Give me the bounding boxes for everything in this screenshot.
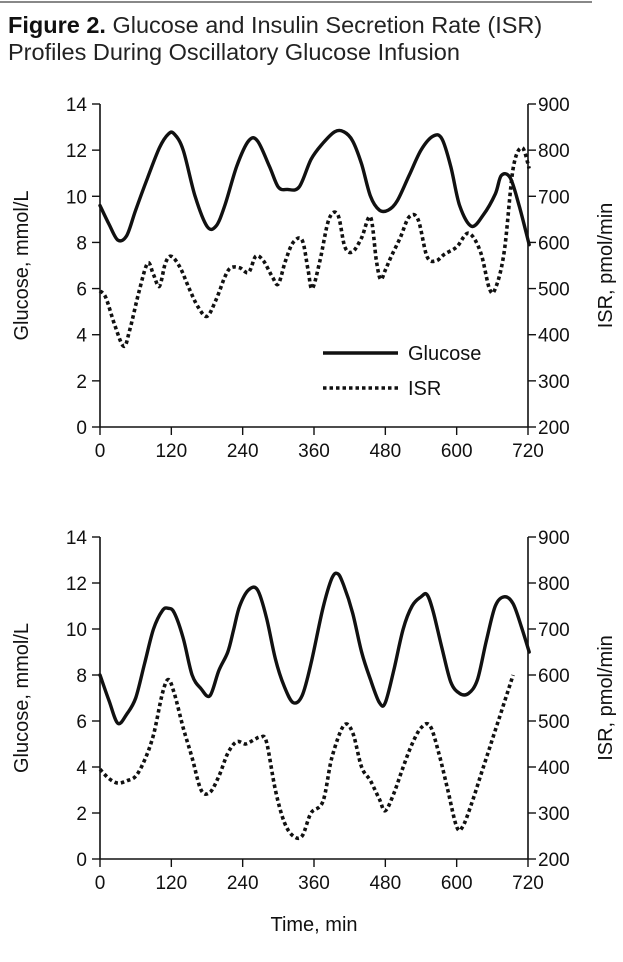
legend-label-glucose: Glucose — [408, 343, 481, 365]
x-tick-label: 480 — [369, 873, 401, 894]
y-tick-label-right: 200 — [538, 418, 570, 439]
y-tick-label-left: 8 — [76, 233, 87, 254]
y-tick-label-right: 600 — [538, 233, 570, 254]
x-axis-label: Time, min — [270, 914, 357, 936]
legend-label-isr: ISR — [408, 378, 441, 400]
figure-caption: Figure 2. Glucose and Insulin Secretion … — [8, 12, 608, 66]
y-tick-label-right: 900 — [538, 95, 570, 116]
y-tick-label-right: 800 — [538, 141, 570, 162]
x-tick-label: 0 — [95, 873, 106, 894]
y-tick-label-left: 2 — [76, 804, 87, 825]
y-tick-label-left: 4 — [76, 758, 87, 779]
y-axis-label-right: ISR, pmol/min — [595, 635, 617, 761]
figure-label: Figure 2. — [8, 12, 106, 38]
y-tick-label-right: 400 — [538, 326, 570, 347]
y-tick-label-right: 500 — [538, 280, 570, 301]
x-tick-label: 360 — [298, 441, 330, 462]
y-tick-label-right: 200 — [538, 850, 570, 871]
series-line-glucose — [98, 128, 531, 247]
chart-panel-2: 0 2 4 6 8 10 12 14 200 300 400 500 600 700 800 900 0 120 2… — [11, 528, 617, 936]
y-tick-label-right: 700 — [538, 187, 570, 208]
caption-rule — [0, 1, 592, 3]
y-tick-label-left: 10 — [66, 620, 87, 641]
x-tick-label: 360 — [298, 873, 330, 894]
y-tick-label-left: 6 — [76, 280, 87, 301]
y-tick-label-right: 900 — [538, 528, 570, 549]
y-tick-label-left: 8 — [76, 666, 87, 687]
y-tick-label-left: 0 — [76, 850, 87, 871]
x-tick-label: 240 — [227, 441, 259, 462]
y-tick-label-left: 12 — [66, 141, 87, 162]
x-tick-label: 600 — [441, 441, 473, 462]
x-tick-label: 120 — [155, 873, 187, 894]
y-tick-label-left: 14 — [66, 95, 88, 116]
y-axis-label-right: ISR, pmol/min — [595, 203, 617, 329]
x-tick-label: 240 — [227, 873, 259, 894]
y-tick-label-right: 300 — [538, 804, 570, 825]
chart-panel-1: 0 2 4 6 8 10 12 14 200 300 400 500 600 700 800 900 0 120 2… — [11, 95, 617, 462]
y-tick-label-right: 500 — [538, 712, 570, 733]
y-tick-label-right: 800 — [538, 574, 570, 595]
y-tick-label-left: 12 — [66, 574, 87, 595]
y-axis-label-left: Glucose, mmol/L — [11, 190, 33, 340]
y-tick-label-left: 2 — [76, 372, 87, 393]
y-tick-label-right: 700 — [538, 620, 570, 641]
series-line-glucose — [98, 571, 531, 726]
series-line-isr — [98, 674, 515, 841]
y-tick-label-right: 400 — [538, 758, 570, 779]
y-tick-label-right: 300 — [538, 372, 570, 393]
series-line-isr — [98, 146, 531, 349]
y-tick-label-left: 14 — [66, 528, 88, 549]
y-tick-label-right: 600 — [538, 666, 570, 687]
y-tick-label-left: 4 — [76, 326, 87, 347]
y-axis-label-left: Glucose, mmol/L — [11, 623, 33, 773]
x-tick-label: 720 — [512, 873, 544, 894]
y-tick-label-left: 10 — [66, 187, 87, 208]
x-tick-label: 720 — [512, 441, 544, 462]
figure-title: Glucose and Insulin Secretion Rate (ISR)… — [8, 12, 543, 65]
x-tick-label: 600 — [441, 873, 473, 894]
x-tick-label: 480 — [369, 441, 401, 462]
y-tick-label-left: 6 — [76, 712, 87, 733]
y-tick-label-left: 0 — [76, 418, 87, 439]
x-tick-label: 120 — [155, 441, 187, 462]
x-tick-label: 0 — [95, 441, 106, 462]
